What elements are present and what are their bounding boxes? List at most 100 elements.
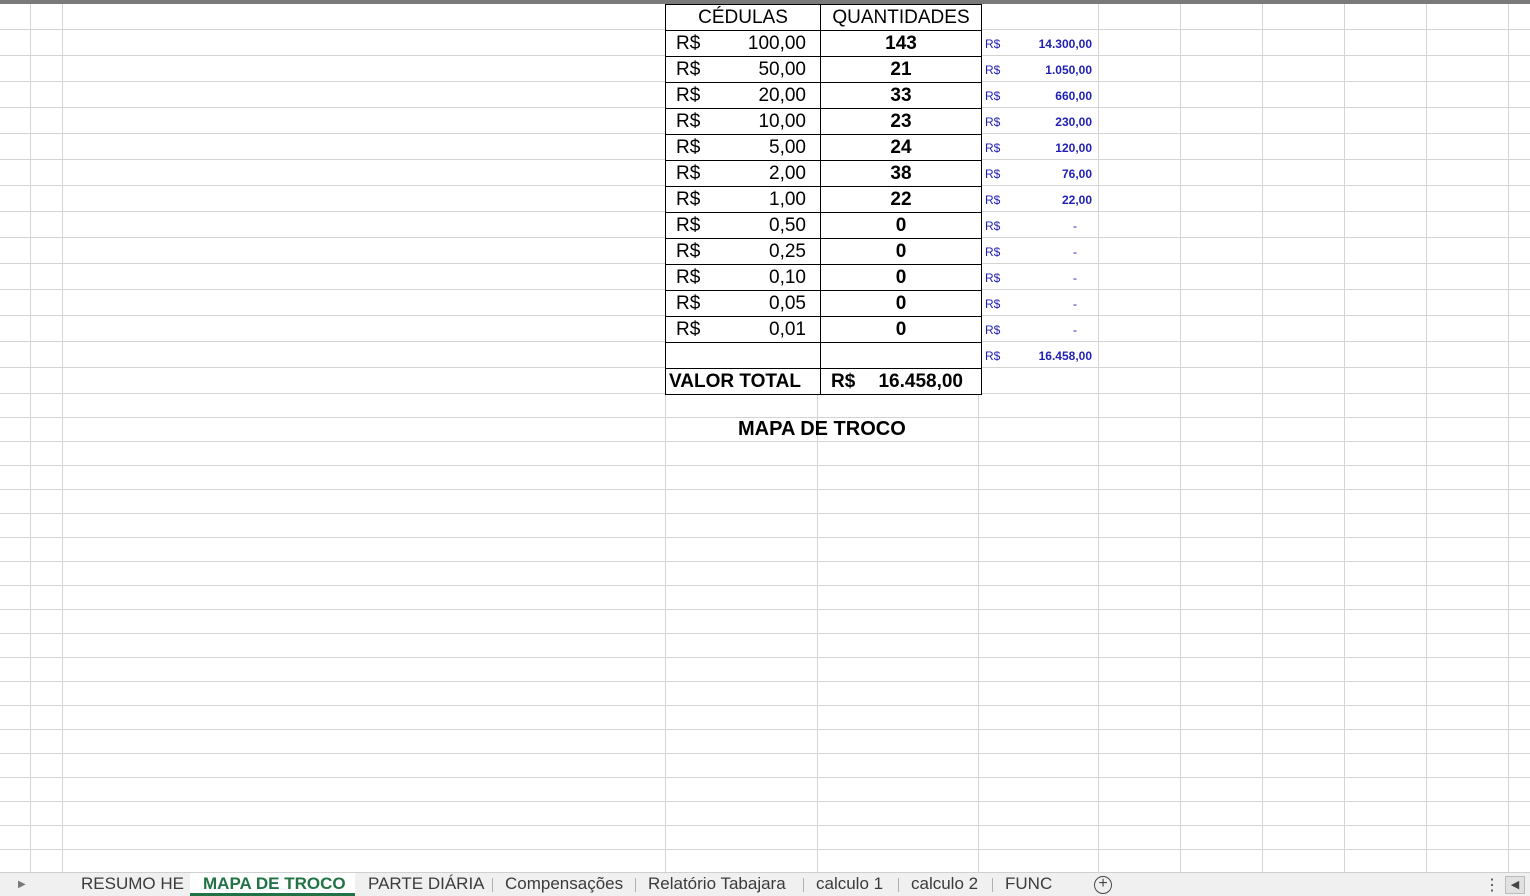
side-value-cell[interactable]: R$ - (985, 212, 1093, 238)
table-row: R$ 1,00 22 (665, 186, 982, 213)
sheet-tab[interactable]: MAPA DE TROCO (190, 873, 355, 896)
grid-row-line (0, 441, 1530, 442)
chevron-right-icon[interactable]: ▶ (18, 879, 26, 890)
scroll-left-icon[interactable]: ◀ (1505, 876, 1525, 894)
grid-row-line (0, 417, 1530, 418)
denomination-cell[interactable]: R$ 100,00 (665, 30, 821, 57)
side-amount: 120,00 (1055, 141, 1092, 155)
grid-row-line (0, 753, 1530, 754)
grid-column-line (1262, 4, 1263, 872)
quantity-cell[interactable]: 23 (820, 108, 982, 135)
side-currency: R$ (985, 115, 1001, 129)
sheet-tab[interactable]: Compensações (505, 874, 624, 893)
denomination-cell[interactable]: R$ 2,00 (665, 160, 821, 187)
currency-symbol: R$ (676, 136, 701, 158)
grid-row-line (0, 465, 1530, 466)
table-cell[interactable] (820, 342, 982, 369)
denomination-cell[interactable]: R$ 1,00 (665, 186, 821, 213)
side-currency: R$ (985, 63, 1001, 77)
sheet-tab[interactable]: PARTE DIÁRIA (368, 874, 485, 893)
quantity-cell[interactable]: 0 (820, 264, 982, 291)
side-currency: R$ (985, 89, 1001, 103)
quantity-cell[interactable]: 21 (820, 56, 982, 83)
side-currency: R$ (985, 193, 1001, 207)
sheet-tab[interactable]: calculo 2 (911, 874, 979, 893)
side-amount: - (1073, 297, 1077, 311)
side-value-cell[interactable]: R$ 16.458,00 (985, 342, 1093, 368)
table-row: R$ 100,00 143 (665, 30, 982, 57)
quantity-cell[interactable]: 0 (820, 290, 982, 317)
grid-column-line (30, 4, 31, 872)
denomination-cell[interactable]: R$ 0,05 (665, 290, 821, 317)
grid-row-line (0, 633, 1530, 634)
grid-row-line (0, 489, 1530, 490)
denomination-cell[interactable]: R$ 20,00 (665, 82, 821, 109)
side-value-cell[interactable]: R$ - (985, 316, 1093, 342)
total-label[interactable]: VALOR TOTAL (665, 368, 821, 395)
grid-column-line (62, 4, 63, 872)
side-value-cell[interactable]: R$ - (985, 238, 1093, 264)
sheet-tab[interactable]: calculo 1 (816, 874, 884, 893)
side-value-cell[interactable]: R$ 14.300,00 (985, 30, 1093, 56)
total-value-cell[interactable]: R$ 16.458,00 (820, 368, 982, 395)
side-value-cell[interactable]: R$ 660,00 (985, 82, 1093, 108)
denomination-cell[interactable]: R$ 50,00 (665, 56, 821, 83)
quantity-cell[interactable]: 0 (820, 316, 982, 343)
currency-symbol: R$ (676, 84, 701, 106)
blank-row (665, 342, 982, 369)
grid-row-line (0, 849, 1530, 850)
quantity-cell[interactable]: 0 (820, 238, 982, 265)
table-row: R$ 50,00 21 (665, 56, 982, 83)
table-cell[interactable] (665, 342, 821, 369)
side-value-cell[interactable]: R$ - (985, 290, 1093, 316)
side-amount: 230,00 (1055, 115, 1092, 129)
denomination-cell[interactable]: R$ 5,00 (665, 134, 821, 161)
more-vertical-icon[interactable]: ⋮ (1484, 877, 1500, 894)
quantity-cell[interactable]: 0 (820, 212, 982, 239)
grid-column-line (978, 4, 979, 872)
side-currency: R$ (985, 141, 1001, 155)
sheet-tab-bar: ▶ RESUMO HE MAPA DE TROCO PARTE DIÁRIA Comp… (0, 872, 1530, 896)
side-amount: 660,00 (1055, 89, 1092, 103)
side-value-cell[interactable]: R$ - (985, 264, 1093, 290)
quantity-cell[interactable]: 38 (820, 160, 982, 187)
currency-symbol: R$ (676, 266, 701, 288)
denomination-value: 20,00 (758, 84, 806, 106)
quantity-cell[interactable]: 24 (820, 134, 982, 161)
quantity-cell[interactable]: 143 (820, 30, 982, 57)
side-value-cell[interactable]: R$ 1.050,00 (985, 56, 1093, 82)
grid-column-line (1508, 4, 1509, 872)
side-value-cell[interactable]: R$ 230,00 (985, 108, 1093, 134)
sheet-tab[interactable]: RESUMO HE (81, 874, 184, 893)
sheet-tab[interactable]: FUNC (1005, 874, 1053, 893)
side-value-cell[interactable]: R$ 22,00 (985, 186, 1093, 212)
header-cedulas[interactable]: CÉDULAS (665, 4, 821, 31)
side-value-cell[interactable]: R$ 120,00 (985, 134, 1093, 160)
table-row: R$ 20,00 33 (665, 82, 982, 109)
currency-symbol: R$ (676, 240, 701, 262)
quantity-cell[interactable]: 22 (820, 186, 982, 213)
denomination-cell[interactable]: R$ 0,25 (665, 238, 821, 265)
denomination-value: 5,00 (769, 136, 806, 158)
tab-separator (898, 878, 899, 892)
plus-circle-icon[interactable]: + (1094, 876, 1112, 894)
denomination-value: 0,50 (769, 214, 806, 236)
total-currency: R$ (831, 370, 856, 392)
window-top-border (0, 0, 1530, 4)
grid-row-line (0, 561, 1530, 562)
table-row: R$ 2,00 38 (665, 160, 982, 187)
quantity-cell[interactable]: 33 (820, 82, 982, 109)
denomination-cell[interactable]: R$ 10,00 (665, 108, 821, 135)
side-amount: 76,00 (1061, 167, 1092, 181)
denomination-cell[interactable]: R$ 0,01 (665, 316, 821, 343)
table-row: R$ 0,01 0 (665, 316, 982, 343)
denomination-cell[interactable]: R$ 0,10 (665, 264, 821, 291)
denomination-value: 2,00 (769, 162, 806, 184)
side-value-cell[interactable]: R$ 76,00 (985, 160, 1093, 186)
currency-symbol: R$ (676, 292, 701, 314)
sheet-tab[interactable]: Relatório Tabajara (648, 874, 786, 893)
tab-separator (492, 878, 493, 892)
map-title[interactable]: MAPA DE TROCO (738, 418, 906, 440)
denomination-cell[interactable]: R$ 0,50 (665, 212, 821, 239)
header-quantidades[interactable]: QUANTIDADES (820, 4, 982, 31)
